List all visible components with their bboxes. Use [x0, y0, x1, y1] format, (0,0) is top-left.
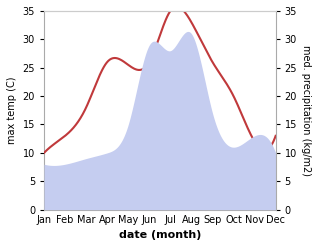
X-axis label: date (month): date (month)	[119, 230, 201, 240]
Y-axis label: med. precipitation (kg/m2): med. precipitation (kg/m2)	[301, 45, 311, 176]
Y-axis label: max temp (C): max temp (C)	[7, 77, 17, 144]
